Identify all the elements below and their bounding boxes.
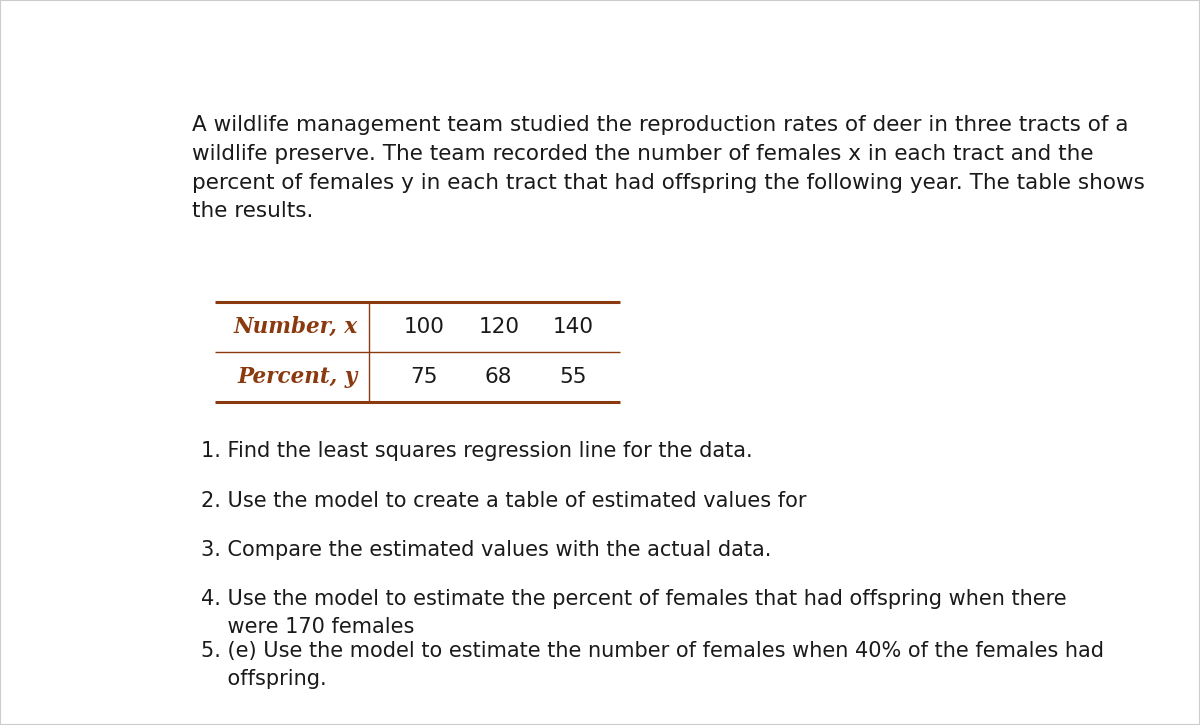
Text: 3. Compare the estimated values with the actual data.: 3. Compare the estimated values with the… (202, 539, 772, 560)
Text: 2. Use the model to create a table of estimated values for: 2. Use the model to create a table of es… (202, 491, 806, 510)
Text: 68: 68 (485, 368, 512, 387)
Text: Percent, y: Percent, y (238, 366, 358, 389)
Text: 120: 120 (479, 317, 520, 337)
Text: 5. (e) Use the model to estimate the number of females when 40% of the females h: 5. (e) Use the model to estimate the num… (202, 641, 1104, 689)
Text: 55: 55 (559, 368, 587, 387)
Text: 140: 140 (553, 317, 594, 337)
Text: 1. Find the least squares regression line for the data.: 1. Find the least squares regression lin… (202, 442, 752, 462)
Text: 75: 75 (410, 368, 438, 387)
Text: A wildlife management team studied the reproduction rates of deer in three tract: A wildlife management team studied the r… (192, 115, 1145, 221)
Text: Number, x: Number, x (233, 316, 358, 338)
Text: 100: 100 (404, 317, 445, 337)
Text: 4. Use the model to estimate the percent of females that had offspring when ther: 4. Use the model to estimate the percent… (202, 589, 1067, 637)
